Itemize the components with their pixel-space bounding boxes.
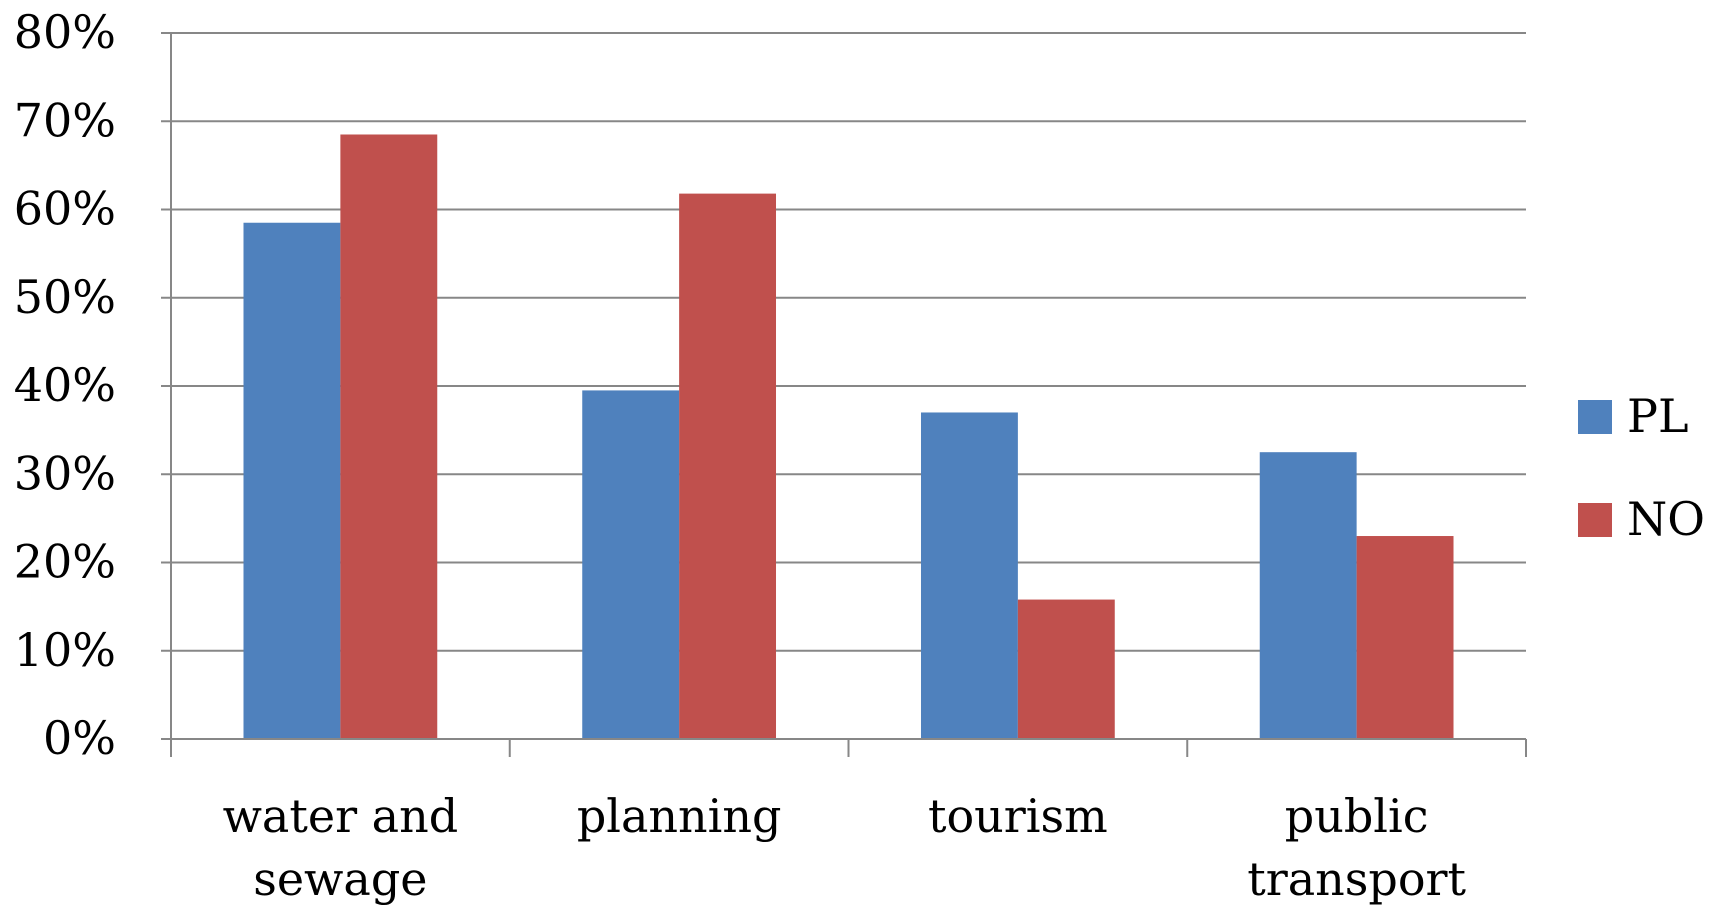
- y-tick-label: 30%: [14, 446, 116, 500]
- legend-swatch-pl: [1578, 400, 1612, 434]
- bar-pl-2: [920, 412, 1018, 739]
- y-axis-tick-labels: 0% 10% 20% 30% 40% 50% 60% 70% 80%: [14, 5, 116, 765]
- y-tick-label: 80%: [14, 5, 116, 59]
- bar-no-3: [1356, 536, 1454, 739]
- bars: [243, 134, 1454, 740]
- legend-label-no: NO: [1627, 492, 1705, 546]
- legend-label-pl: PL: [1627, 389, 1689, 443]
- axes: [161, 32, 1527, 757]
- y-tick-label: 40%: [14, 358, 116, 412]
- legend-swatch-no: [1578, 503, 1612, 537]
- bar-no-0: [340, 134, 438, 740]
- bar-no-1: [679, 193, 777, 740]
- x-category-label: public transport: [1247, 789, 1466, 906]
- y-tick-label: 20%: [14, 535, 116, 589]
- y-tick-label: 50%: [14, 270, 116, 324]
- x-category-label: water and sewage: [223, 789, 459, 906]
- x-category-label: tourism: [928, 789, 1108, 843]
- y-tick-label: 0%: [43, 711, 116, 765]
- bar-pl-0: [243, 222, 341, 740]
- legend: PL NO: [1578, 389, 1705, 546]
- bar-pl-1: [582, 390, 680, 739]
- y-tick-label: 70%: [14, 93, 116, 147]
- bar-pl-3: [1259, 452, 1357, 739]
- y-tick-label: 60%: [14, 182, 116, 236]
- x-category-label: planning: [577, 789, 782, 843]
- bar-no-2: [1017, 599, 1115, 739]
- x-axis-category-labels: water and sewage planning tourism public tran…: [223, 789, 1467, 906]
- y-tick-label: 10%: [14, 623, 116, 677]
